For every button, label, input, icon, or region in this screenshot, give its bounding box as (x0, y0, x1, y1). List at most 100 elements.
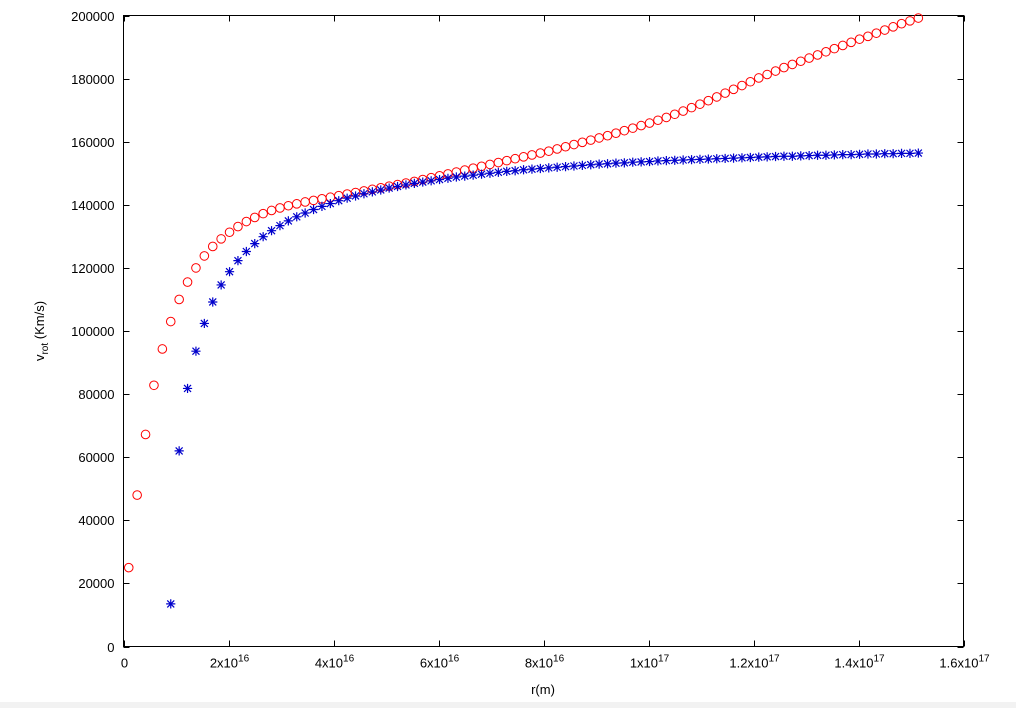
data-point-star (224, 267, 235, 277)
data-point-circle (199, 251, 210, 261)
data-point-star (468, 170, 478, 180)
data-point-circle (661, 112, 672, 123)
x-tick-mantissa: 2x10 (210, 656, 238, 671)
data-point-star (510, 166, 520, 176)
data-point-circle (846, 37, 856, 48)
x-tick-exponent: 17 (978, 654, 990, 665)
data-point-circle (476, 161, 487, 172)
data-point-star (208, 297, 218, 307)
data-point-star (241, 246, 251, 257)
data-point-star (871, 149, 881, 159)
data-point-circle (695, 99, 705, 109)
data-point-star (308, 204, 319, 215)
data-point-star (359, 189, 369, 199)
data-point-circle (224, 227, 235, 238)
data-point-star (812, 150, 823, 160)
x-tick-exponent: 16 (448, 654, 460, 665)
data-point-circle (249, 212, 260, 223)
x-tick-mantissa: 8x10 (525, 656, 553, 671)
x-tick-exponent: 17 (873, 654, 885, 665)
data-point-circle (837, 40, 848, 51)
x-tick-exponent: 17 (768, 654, 780, 665)
data-point-star (166, 599, 176, 609)
data-point-star (367, 187, 377, 197)
data-point-circle (737, 80, 747, 91)
x-tick-mantissa: 1.6x10 (939, 656, 978, 671)
data-point-star (661, 156, 671, 166)
data-point-circle (619, 125, 630, 136)
data-point-circle (669, 109, 680, 120)
data-point-star (896, 148, 907, 158)
y-axis-title-main: v (32, 354, 47, 361)
data-point-circle (653, 115, 663, 126)
data-point-star (434, 174, 445, 185)
data-point-star (544, 163, 554, 173)
data-point-circle (812, 50, 823, 60)
x-tick-label: 1.6x1017 (939, 654, 990, 671)
data-point-star (821, 150, 831, 160)
data-point-star (527, 164, 537, 174)
series-layer (123, 13, 924, 609)
data-point-circle (258, 208, 268, 219)
data-point-star (829, 150, 839, 160)
data-point-circle (854, 34, 865, 44)
data-point-star (804, 150, 814, 161)
data-point-circle (888, 22, 898, 32)
data-point-star (443, 173, 453, 183)
y-tick-label: 200000 (71, 9, 114, 24)
data-point-star (350, 191, 361, 201)
y-tick-label: 140000 (71, 198, 114, 213)
data-point-star (720, 153, 730, 164)
data-point-star (325, 198, 335, 209)
data-point-circle (594, 133, 604, 143)
data-point-circle (585, 135, 596, 145)
data-point-star (653, 156, 663, 166)
data-point-circle (569, 139, 579, 150)
x-tick-mantissa: 4x10 (315, 656, 343, 671)
y-tick-labels: 0 20000 40000 60000 80000 100000 120000 140000 1… (71, 9, 114, 655)
data-point-star (216, 280, 226, 290)
x-tick-exponent: 16 (343, 654, 355, 665)
y-tick-label: 180000 (71, 72, 114, 87)
y-tick-label: 160000 (71, 135, 114, 150)
data-point-circle (821, 46, 831, 57)
x-tick-mantissa: 1x10 (630, 656, 658, 671)
data-point-star (342, 193, 352, 203)
data-point-star (233, 256, 243, 266)
data-point-circle (678, 106, 688, 116)
data-point-star (644, 156, 655, 167)
x-tick-exponent: 17 (658, 654, 670, 665)
data-point-circle (711, 92, 722, 102)
y-tick-label: 40000 (78, 513, 114, 528)
data-point-circle (577, 137, 588, 148)
data-point-circle (779, 62, 789, 73)
data-point-star (535, 163, 545, 174)
data-point-star (418, 177, 428, 187)
data-point-star (250, 239, 260, 249)
data-point-star (628, 157, 638, 167)
x-tick-mantissa: 1.4x10 (834, 656, 873, 671)
data-point-star (392, 181, 403, 192)
x-tick-labels: 0 2x1016 4x1016 6x1016 8x1016 1x1017 1.2x1017 1… (121, 654, 990, 671)
data-point-star (460, 171, 470, 181)
data-point-circle (493, 157, 504, 168)
data-point-circle (291, 199, 302, 209)
data-point-circle (308, 195, 319, 206)
data-point-star (376, 185, 386, 195)
data-point-star (846, 150, 856, 160)
x-tick-label: 4x1016 (315, 654, 355, 671)
data-point-star (745, 152, 755, 163)
data-point-circle (787, 59, 798, 70)
data-point-star (586, 160, 596, 170)
y-axis-title-suffix: (Km/s) (32, 301, 47, 343)
data-point-circle (485, 159, 495, 170)
data-point-star (317, 201, 327, 211)
data-point-circle (518, 152, 529, 162)
axis-ticks (123, 15, 965, 648)
data-point-star (485, 168, 495, 178)
data-point-circle (728, 84, 739, 95)
data-point-star (636, 157, 646, 167)
data-point-star (266, 226, 277, 236)
data-point-circle (703, 95, 714, 106)
